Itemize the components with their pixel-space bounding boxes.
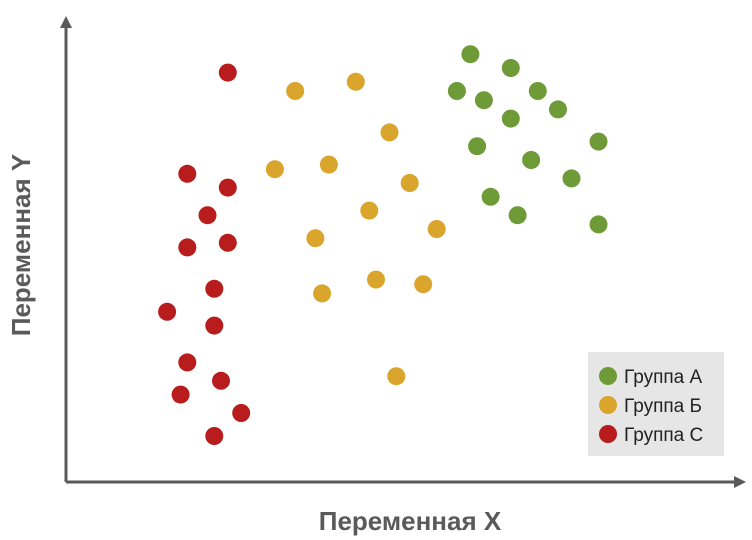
data-point-series-2-7 [158, 302, 177, 321]
data-point-series-1-5 [400, 174, 419, 192]
data-point-series-0-11 [481, 187, 500, 206]
data-point-series-2-4 [178, 238, 197, 257]
x-axis-title: Переменная X [319, 506, 502, 536]
data-point-series-0-7 [468, 137, 487, 156]
legend: Группа А Группа Б Группа С [599, 367, 703, 446]
data-point-series-0-5 [501, 109, 520, 128]
data-point-series-1-10 [367, 270, 385, 289]
data-point-series-2-6 [205, 279, 224, 298]
data-point-series-1-9 [313, 284, 332, 303]
legend-marker-1 [599, 396, 617, 414]
legend-label-2: Группа С [624, 425, 703, 446]
data-point-series-2-8 [205, 316, 224, 335]
data-point-series-1-0 [286, 82, 305, 100]
data-point-series-1-7 [427, 220, 446, 238]
data-point-series-0-13 [589, 215, 608, 234]
data-point-series-1-4 [319, 155, 338, 174]
data-point-series-1-6 [360, 201, 379, 220]
data-point-series-2-3 [198, 206, 217, 225]
data-point-series-2-0 [218, 63, 237, 82]
legend-label-1: Группа Б [624, 396, 702, 417]
data-point-series-2-13 [205, 427, 224, 445]
data-point-series-0-8 [522, 151, 541, 169]
data-point-series-0-2 [447, 82, 466, 100]
legend-marker-0 [599, 367, 617, 385]
data-point-series-0-4 [528, 82, 547, 100]
data-point-series-0-3 [474, 91, 493, 110]
data-point-series-1-11 [414, 275, 433, 294]
data-point-series-1-1 [346, 72, 365, 91]
data-point-series-0-12 [508, 206, 527, 225]
data-point-series-2-5 [218, 233, 237, 252]
data-point-series-2-11 [171, 385, 190, 404]
data-points [158, 45, 608, 445]
data-point-series-2-10 [212, 371, 230, 390]
data-point-series-0-6 [549, 100, 567, 119]
y-axis-title: Переменная Y [6, 154, 36, 336]
data-point-series-1-12 [387, 367, 406, 386]
data-point-series-0-0 [461, 45, 480, 64]
data-point-series-2-1 [178, 164, 197, 183]
data-point-series-0-10 [562, 169, 581, 188]
data-point-series-0-9 [589, 132, 608, 151]
data-point-series-1-2 [380, 123, 399, 142]
data-point-series-0-1 [501, 59, 520, 77]
data-point-series-2-12 [232, 404, 251, 422]
data-point-series-2-2 [218, 178, 237, 197]
data-point-series-1-3 [265, 160, 284, 179]
legend-label-0: Группа А [624, 367, 702, 388]
data-point-series-2-9 [178, 353, 197, 372]
legend-marker-2 [599, 425, 617, 443]
data-point-series-1-8 [306, 229, 325, 248]
